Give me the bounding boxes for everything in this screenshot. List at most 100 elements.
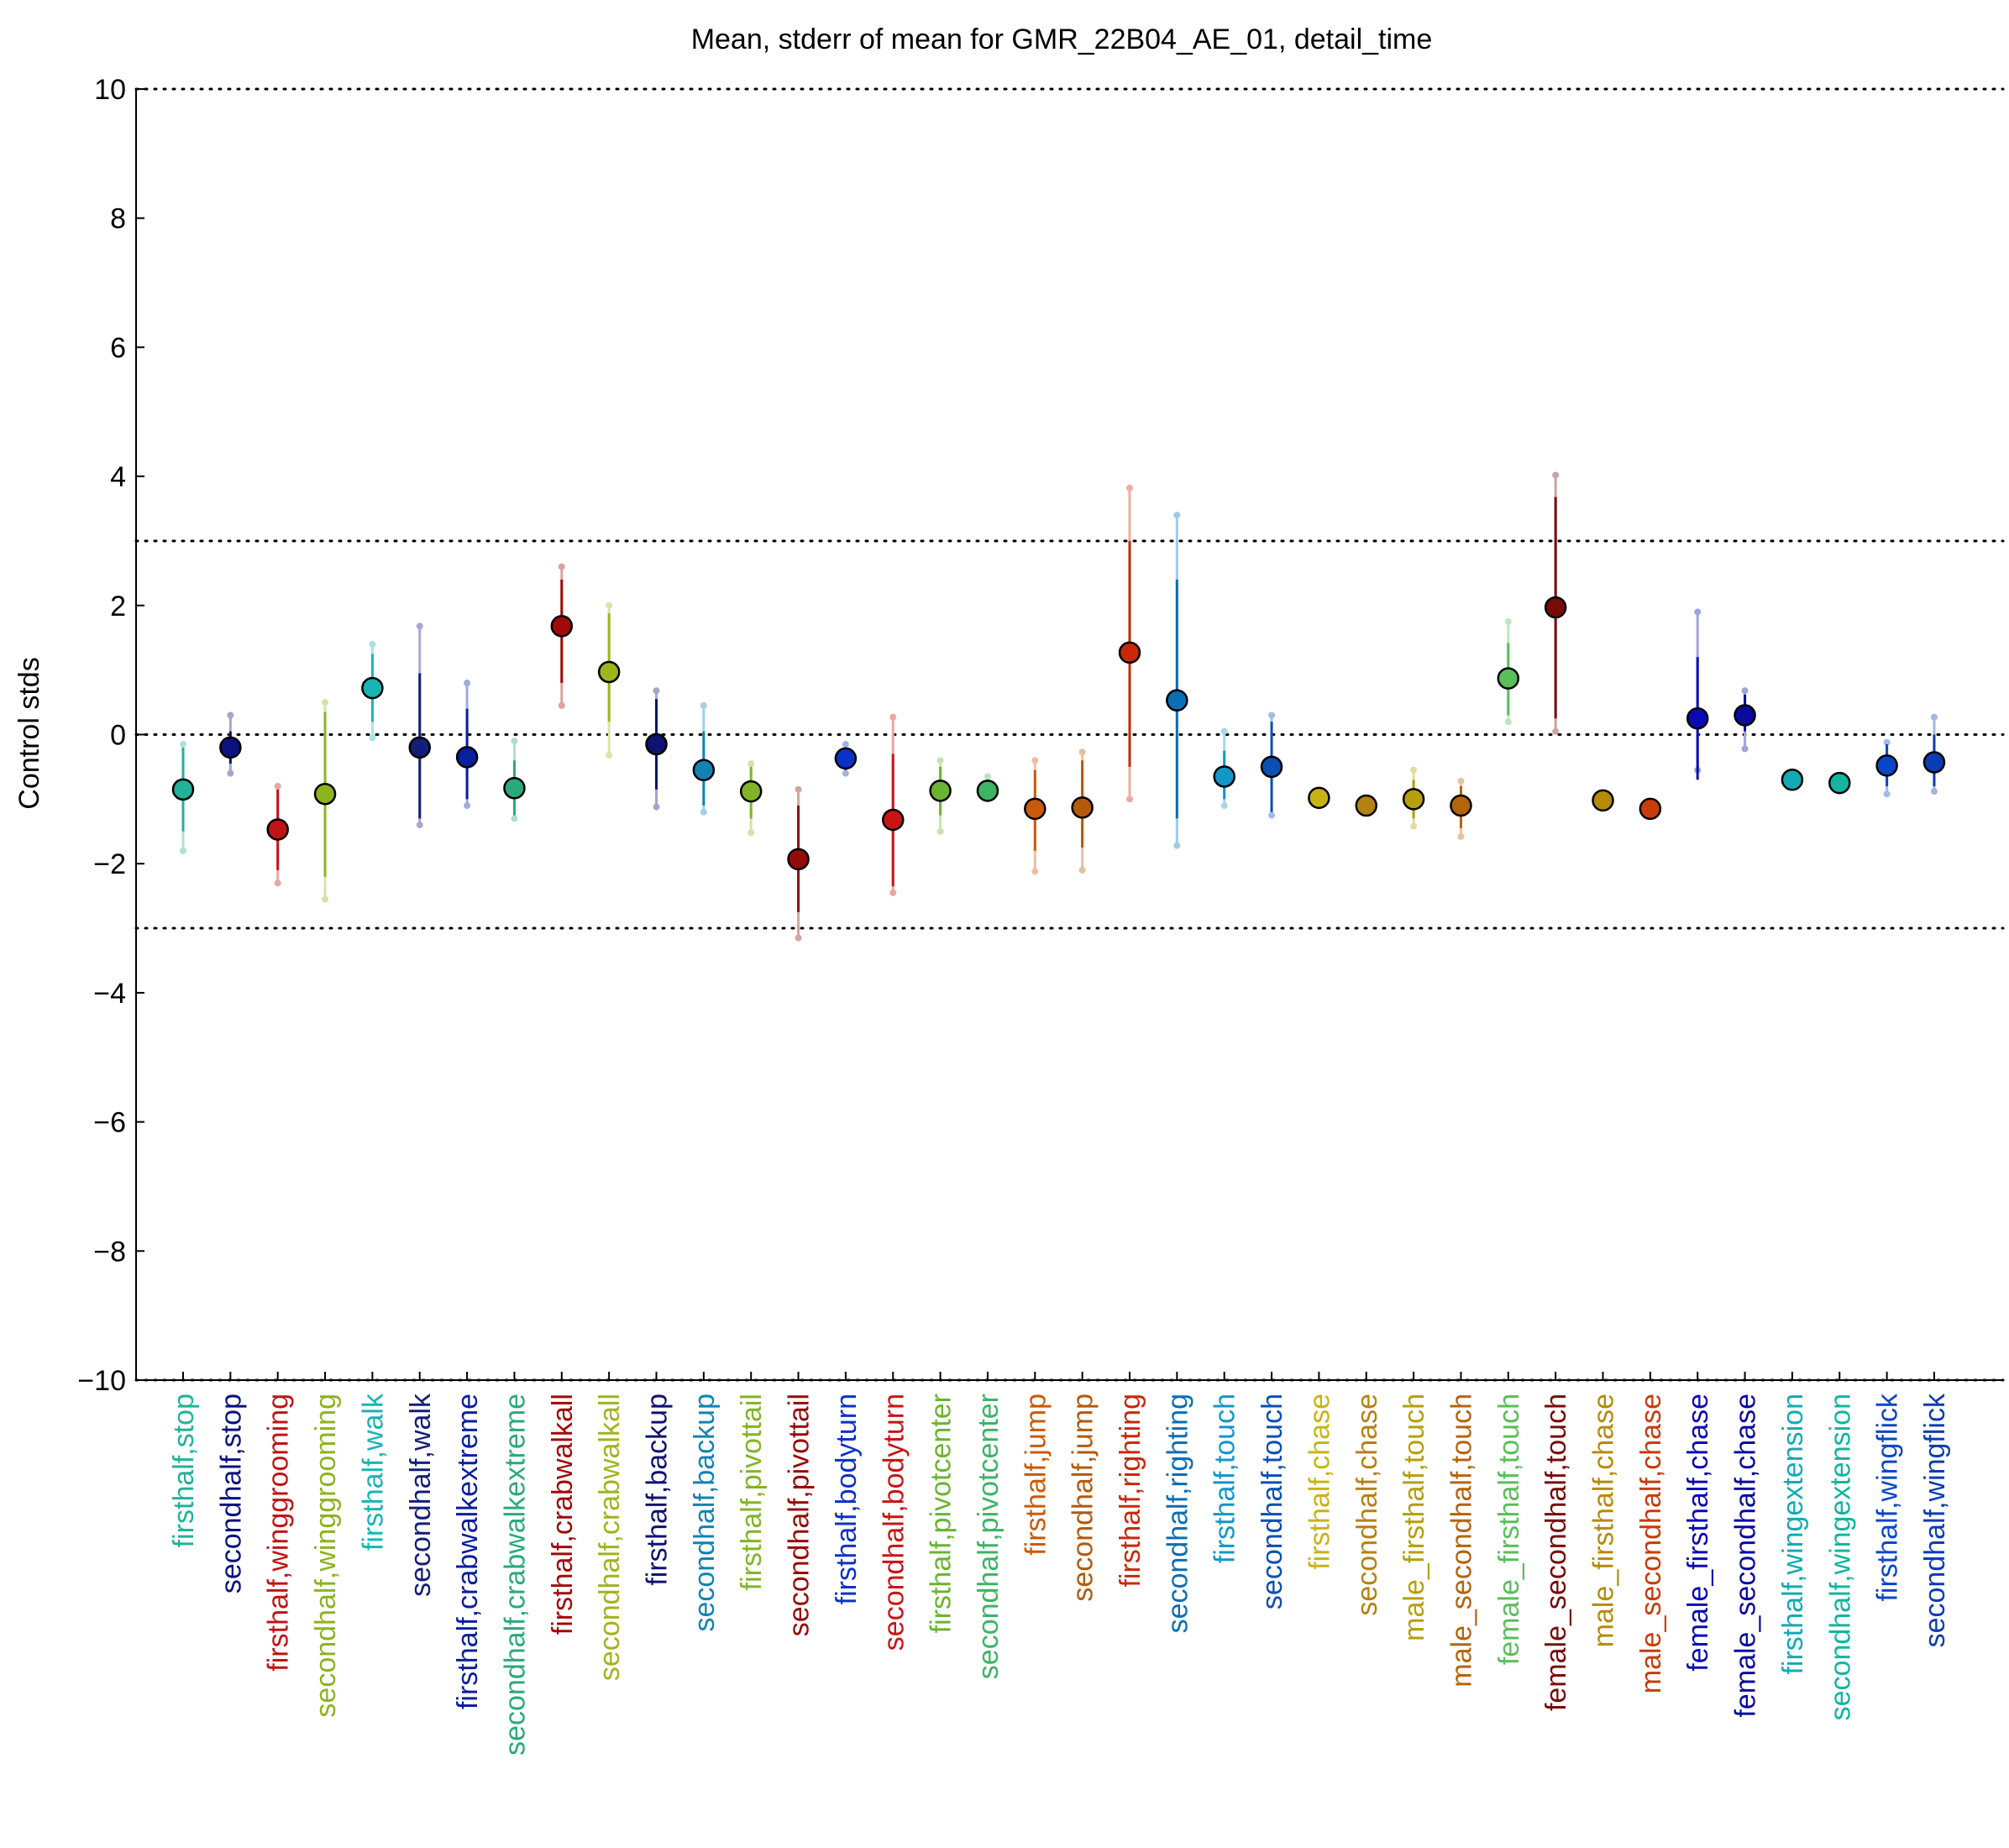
range-min-dot <box>369 734 376 742</box>
range-max-dot <box>369 640 376 648</box>
range-min-dot <box>653 803 660 811</box>
range-max-dot <box>1173 512 1181 519</box>
range-min-dot <box>889 889 897 896</box>
range-max-dot <box>1126 484 1133 491</box>
x-tick-label: male_firsthalf,chase <box>1588 1394 1620 1647</box>
data-point-group <box>645 687 668 811</box>
range-min-dot <box>1504 718 1512 726</box>
range-max-dot <box>322 699 329 706</box>
mean-marker <box>882 808 905 832</box>
mean-marker <box>1781 769 1804 791</box>
mean-marker <box>1213 765 1235 788</box>
data-point-group <box>1686 608 1709 780</box>
x-tick-label: secondhalf,wingflick <box>1919 1393 1951 1647</box>
x-tick-label: firsthalf,backup <box>642 1394 674 1586</box>
data-point-group <box>1024 757 1046 875</box>
range-max-dot <box>606 601 613 609</box>
range-max-dot <box>747 760 755 768</box>
data-point-group <box>739 760 763 837</box>
data-point-group <box>1639 797 1662 821</box>
mean-marker <box>550 615 574 638</box>
range-max-dot <box>416 622 423 630</box>
range-max-dot <box>1883 738 1891 746</box>
data-point-group <box>1166 512 1188 849</box>
x-tick-label: female_secondhalf,touch <box>1540 1394 1572 1711</box>
x-tick-label: firsthalf,righting <box>1115 1394 1146 1588</box>
range-max-dot <box>180 741 186 748</box>
range-max-dot <box>1268 711 1276 719</box>
range-min-dot <box>274 879 281 887</box>
x-tick-label: firsthalf,pivotcenter <box>926 1394 957 1633</box>
mean-marker <box>645 732 668 756</box>
x-tick-label: female_firsthalf,touch <box>1493 1394 1525 1665</box>
data-point-group <box>1450 777 1472 840</box>
x-tick-label: firsthalf,winggrooming <box>263 1394 295 1672</box>
range-min-dot <box>180 847 186 854</box>
mean-marker <box>361 676 384 700</box>
mean-marker <box>503 777 526 800</box>
data-point-group <box>1828 771 1851 795</box>
x-tick-label: firsthalf,crabwalkextreme <box>452 1394 484 1709</box>
mean-marker <box>1639 797 1662 821</box>
data-point-group <box>266 782 289 887</box>
mean-marker <box>1828 771 1851 795</box>
x-tick-label: secondhalf,stop <box>215 1394 247 1593</box>
x-tick-label: male_secondhalf,chase <box>1635 1394 1667 1693</box>
mean-marker <box>1450 794 1472 817</box>
data-point-group <box>455 680 479 810</box>
range-max-dot <box>274 782 281 790</box>
range-min-dot <box>1031 868 1039 875</box>
mean-marker <box>787 848 810 871</box>
range-max-dot <box>558 563 565 570</box>
range-max-dot <box>227 711 234 719</box>
range-min-dot <box>1173 842 1181 849</box>
range-max-dot <box>1552 471 1560 479</box>
range-max-dot <box>936 757 944 764</box>
range-max-dot <box>1078 748 1086 756</box>
mean-marker <box>1686 707 1709 730</box>
mean-marker <box>1166 689 1188 712</box>
x-tick-label: firsthalf,crabwalkall <box>547 1394 579 1635</box>
data-point-group <box>1781 769 1804 791</box>
y-tick-label: −8 <box>93 1236 126 1268</box>
range-max-dot <box>1220 727 1228 735</box>
x-tick-label: firsthalf,pivottail <box>736 1394 768 1590</box>
mean-marker <box>1355 794 1377 817</box>
y-tick-label: 6 <box>110 332 126 364</box>
data-point-group <box>171 741 195 854</box>
range-min-dot <box>1741 745 1749 753</box>
range-min-dot <box>795 934 802 942</box>
range-max-dot <box>1457 777 1465 785</box>
data-point-group <box>1592 789 1614 812</box>
mean-marker <box>1922 751 1946 774</box>
x-tick-label: secondhalf,walk <box>405 1393 437 1597</box>
range-min-dot <box>416 822 423 829</box>
range-min-dot <box>1410 822 1418 830</box>
range-max-dot <box>700 701 707 709</box>
x-tick-label: secondhalf,winggrooming <box>310 1394 342 1718</box>
range-min-dot <box>464 802 471 810</box>
range-min-dot <box>1930 788 1938 795</box>
x-tick-label: secondhalf,righting <box>1162 1394 1193 1633</box>
mean-marker <box>219 736 242 759</box>
mean-marker <box>1875 754 1898 777</box>
x-tick-label: secondhalf,jump <box>1067 1394 1099 1602</box>
mean-marker <box>1734 704 1756 727</box>
range-max-dot <box>795 785 802 793</box>
data-point-group <box>834 741 858 777</box>
mean-marker <box>739 780 763 803</box>
data-point-group <box>503 738 526 822</box>
x-tick-label: secondhalf,crabwalkextreme <box>499 1394 531 1756</box>
data-point-group <box>929 757 952 835</box>
y-axis-label: Control stds <box>13 657 45 809</box>
range-max-dot <box>1410 766 1418 774</box>
data-point-group <box>1071 748 1094 874</box>
x-tick-label: secondhalf,chase <box>1351 1394 1383 1616</box>
data-point-group <box>1544 471 1567 735</box>
mean-marker <box>1071 796 1094 819</box>
data-point-group <box>219 711 242 777</box>
data-point-group <box>1922 713 1946 795</box>
mean-marker <box>455 746 479 769</box>
x-ticks <box>182 1372 1935 1380</box>
range-max-dot <box>511 738 518 745</box>
